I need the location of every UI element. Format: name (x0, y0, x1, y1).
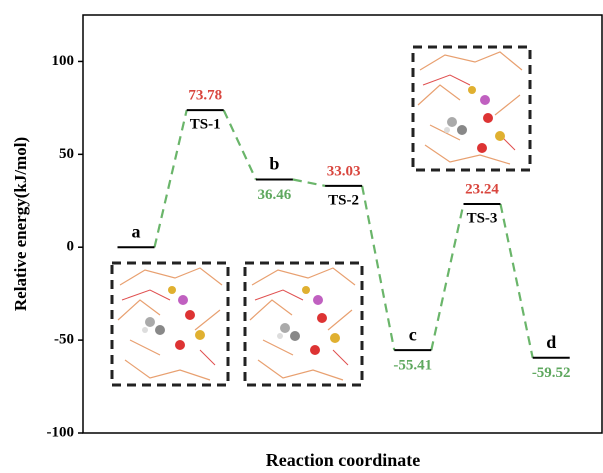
y-tick-label: 0 (67, 239, 75, 255)
connector (153, 109, 188, 248)
level-name: c (409, 324, 417, 344)
level-name: TS-2 (328, 192, 359, 208)
y-tick-label: -50 (54, 332, 74, 348)
value-label: 73.78 (188, 88, 222, 104)
level-name: TS-1 (190, 117, 221, 133)
level-name: b (269, 154, 279, 174)
y-tick-label: -100 (47, 424, 75, 440)
y-tick-label: 100 (52, 53, 75, 69)
inset-ts3 (411, 45, 532, 172)
x-axis-label: Reaction coordinate (266, 450, 420, 470)
y-tick-label: 50 (59, 146, 74, 162)
level-name: d (546, 332, 556, 352)
value-label: 36.46 (258, 187, 292, 203)
value-label: 23.24 (465, 181, 499, 197)
structure-insets (110, 45, 532, 387)
value-label: -55.41 (393, 358, 432, 374)
connector (292, 178, 326, 187)
inset-a (110, 261, 230, 387)
y-axis-label: Relative energy(kJ/mol) (11, 137, 30, 311)
level-name: a (132, 221, 141, 241)
connector (222, 109, 257, 180)
connector (361, 185, 396, 351)
value-label: 33.03 (327, 163, 361, 179)
level-name: TS-3 (467, 210, 498, 226)
inset-b (243, 261, 364, 387)
connector (430, 203, 465, 351)
connector (499, 203, 534, 359)
value-label: -59.52 (532, 365, 571, 381)
plot-frame (82, 14, 603, 434)
